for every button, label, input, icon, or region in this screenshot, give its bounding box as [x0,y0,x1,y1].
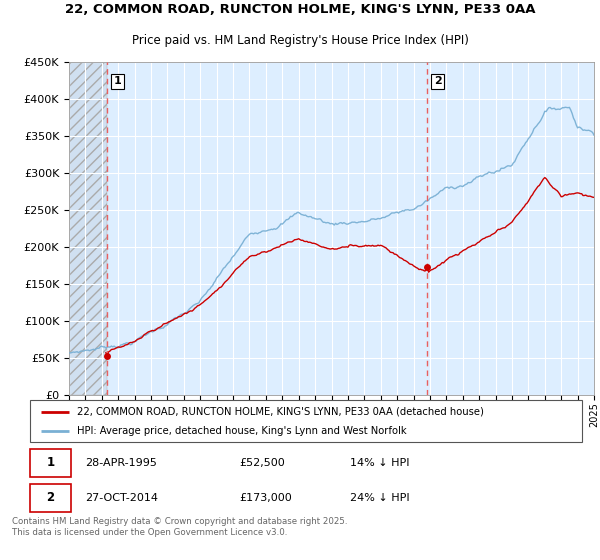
Text: 22, COMMON ROAD, RUNCTON HOLME, KING'S LYNN, PE33 0AA (detached house): 22, COMMON ROAD, RUNCTON HOLME, KING'S L… [77,407,484,417]
FancyBboxPatch shape [30,484,71,512]
Text: £52,500: £52,500 [240,458,286,468]
Text: Contains HM Land Registry data © Crown copyright and database right 2025.
This d: Contains HM Land Registry data © Crown c… [12,517,347,537]
Text: 22, COMMON ROAD, RUNCTON HOLME, KING'S LYNN, PE33 0AA: 22, COMMON ROAD, RUNCTON HOLME, KING'S L… [65,3,535,16]
Text: 1: 1 [46,456,55,469]
Text: 14% ↓ HPI: 14% ↓ HPI [350,458,410,468]
Bar [69,62,107,395]
FancyBboxPatch shape [30,449,71,477]
Text: 2: 2 [46,491,55,504]
Bar [69,62,107,395]
Text: HPI: Average price, detached house, King's Lynn and West Norfolk: HPI: Average price, detached house, King… [77,426,407,436]
Text: 27-OCT-2014: 27-OCT-2014 [85,493,158,503]
Text: £173,000: £173,000 [240,493,293,503]
Text: 28-APR-1995: 28-APR-1995 [85,458,157,468]
Text: 24% ↓ HPI: 24% ↓ HPI [350,493,410,503]
Text: 2: 2 [434,76,442,86]
Text: Price paid vs. HM Land Registry's House Price Index (HPI): Price paid vs. HM Land Registry's House … [131,34,469,47]
Text: 1: 1 [114,76,122,86]
FancyBboxPatch shape [30,400,582,442]
